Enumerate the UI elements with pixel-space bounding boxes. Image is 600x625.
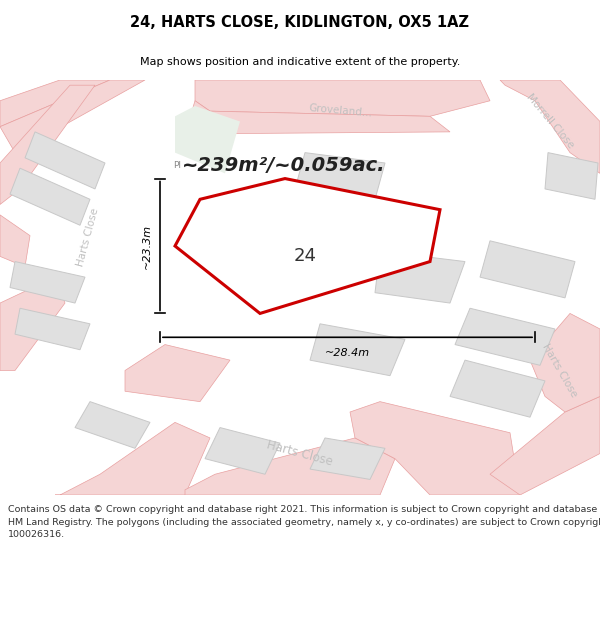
Polygon shape <box>0 85 95 204</box>
Polygon shape <box>195 80 490 116</box>
Text: Harts Close: Harts Close <box>76 208 101 268</box>
Text: 24, HARTS CLOSE, KIDLINGTON, OX5 1AZ: 24, HARTS CLOSE, KIDLINGTON, OX5 1AZ <box>131 15 470 30</box>
Polygon shape <box>350 402 520 495</box>
Polygon shape <box>450 360 545 418</box>
Polygon shape <box>205 428 280 474</box>
Polygon shape <box>215 225 320 288</box>
Text: Contains OS data © Crown copyright and database right 2021. This information is : Contains OS data © Crown copyright and d… <box>8 506 600 539</box>
Text: ~23.3m: ~23.3m <box>142 223 152 269</box>
Polygon shape <box>310 438 385 479</box>
Polygon shape <box>530 314 600 412</box>
Text: Map shows position and indicative extent of the property.: Map shows position and indicative extent… <box>140 58 460 68</box>
Text: Pl: Pl <box>173 161 181 169</box>
Polygon shape <box>490 396 600 495</box>
Polygon shape <box>375 251 465 303</box>
Polygon shape <box>0 80 145 152</box>
Polygon shape <box>500 80 600 173</box>
Polygon shape <box>25 132 105 189</box>
Polygon shape <box>0 215 30 267</box>
Polygon shape <box>295 152 385 199</box>
Polygon shape <box>10 261 85 303</box>
Polygon shape <box>185 101 450 134</box>
Text: 24: 24 <box>293 248 317 266</box>
Polygon shape <box>0 277 65 371</box>
Text: Harts Close: Harts Close <box>541 342 580 399</box>
Text: Groveland...: Groveland... <box>308 103 372 119</box>
Polygon shape <box>75 402 150 448</box>
Polygon shape <box>125 344 230 402</box>
Polygon shape <box>15 308 90 350</box>
Polygon shape <box>480 241 575 298</box>
Polygon shape <box>55 422 210 495</box>
Polygon shape <box>175 179 440 314</box>
Text: ~239m²/~0.059ac.: ~239m²/~0.059ac. <box>182 156 386 174</box>
Polygon shape <box>455 308 555 365</box>
Polygon shape <box>175 106 240 173</box>
Polygon shape <box>310 324 405 376</box>
Text: ~28.4m: ~28.4m <box>325 348 370 358</box>
Text: Harts Close: Harts Close <box>266 439 334 469</box>
Polygon shape <box>185 438 395 495</box>
Polygon shape <box>545 152 598 199</box>
Polygon shape <box>10 168 90 225</box>
Polygon shape <box>0 80 110 127</box>
Text: Morrell Close: Morrell Close <box>524 92 575 151</box>
